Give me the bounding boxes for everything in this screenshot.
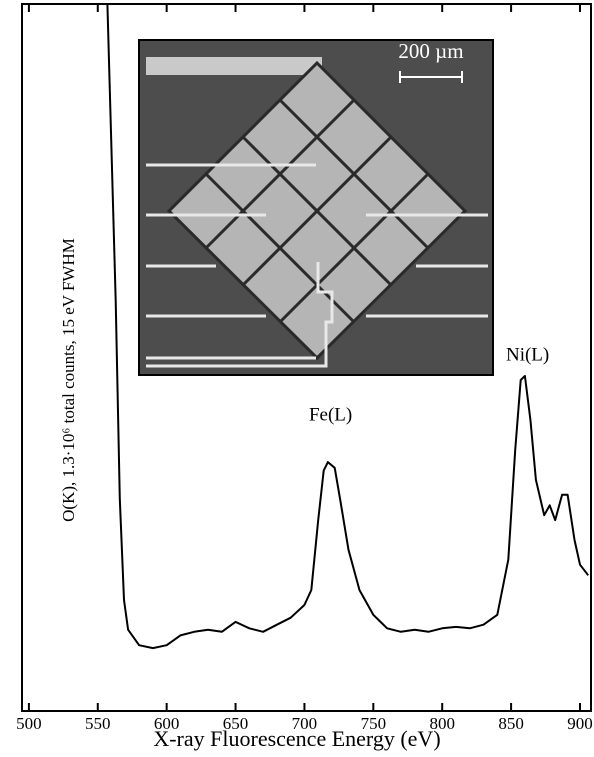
x-tick-label: 700 (292, 714, 318, 733)
x-tick-label: 850 (498, 714, 524, 733)
plot-frame (21, 3, 592, 712)
x-tick-label: 900 (567, 714, 593, 733)
spectrum-line (106, 3, 589, 650)
y-axis-title: O(K), 1.3·10⁶ total counts, 15 eV FWHM (59, 238, 78, 522)
x-tick-label: 800 (429, 714, 455, 733)
x-tick-label: 750 (361, 714, 387, 733)
x-tick-label: 600 (154, 714, 180, 733)
x-tick-label: 500 (16, 714, 42, 733)
inset-photo: 200 µm (138, 39, 494, 376)
scale-label: 200 µm (398, 39, 463, 63)
x-tick-label: 650 (223, 714, 249, 733)
x-tick-label: 550 (85, 714, 111, 733)
peak-label: Fe(L) (309, 405, 352, 426)
peak-label: Ni(L) (506, 345, 549, 366)
x-axis-title: X-ray Fluorescence Energy (eV) (153, 726, 440, 751)
